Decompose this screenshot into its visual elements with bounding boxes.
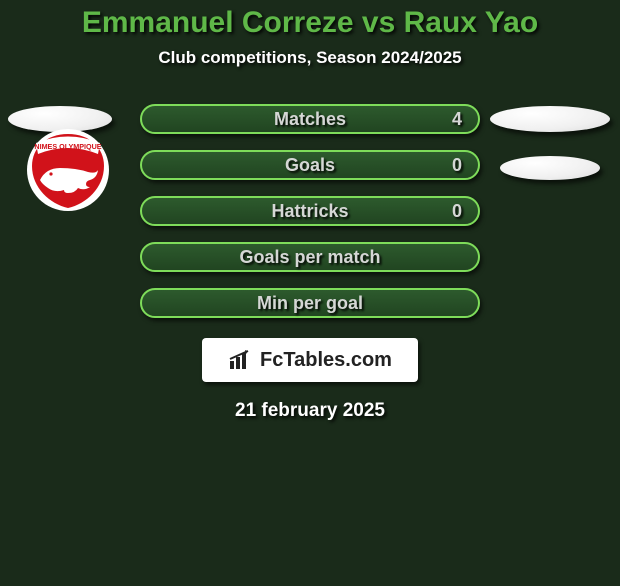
stat-bar-mpg: Min per goal [140, 288, 480, 318]
stat-label: Hattricks [142, 198, 478, 224]
ellipse-right-icon [490, 106, 610, 132]
stat-label: Goals [142, 152, 478, 178]
stat-bar-gpm: Goals per match [140, 242, 480, 272]
stat-row: Goals per match [0, 234, 620, 280]
date-text: 21 february 2025 [0, 400, 620, 422]
stat-bar-matches: Matches 4 [140, 104, 480, 134]
stat-value: 0 [452, 198, 462, 224]
ellipse-right-icon [500, 156, 600, 180]
page-title: Emmanuel Correze vs Raux Yao [0, 6, 620, 40]
brand-banner: FcTables.com [202, 338, 418, 382]
stats-rows: Matches 4 NIMES OLYMPIQUE Goals 0 Hattri… [0, 96, 620, 326]
brand-text: FcTables.com [260, 349, 392, 372]
stat-bar-hattricks: Hattricks 0 [140, 196, 480, 226]
stat-value: 4 [452, 106, 462, 132]
badge-banner-text: NIMES OLYMPIQUE [34, 142, 101, 151]
stat-label: Min per goal [142, 290, 478, 316]
subtitle: Club competitions, Season 2024/2025 [0, 48, 620, 68]
stat-label: Goals per match [142, 244, 478, 270]
stat-row: Hattricks 0 [0, 188, 620, 234]
stat-row: Min per goal [0, 280, 620, 326]
stat-bar-goals: Goals 0 [140, 150, 480, 180]
stat-row: NIMES OLYMPIQUE Goals 0 [0, 142, 620, 188]
stat-value: 0 [452, 152, 462, 178]
bar-chart-icon [228, 349, 254, 371]
stat-label: Matches [142, 106, 478, 132]
